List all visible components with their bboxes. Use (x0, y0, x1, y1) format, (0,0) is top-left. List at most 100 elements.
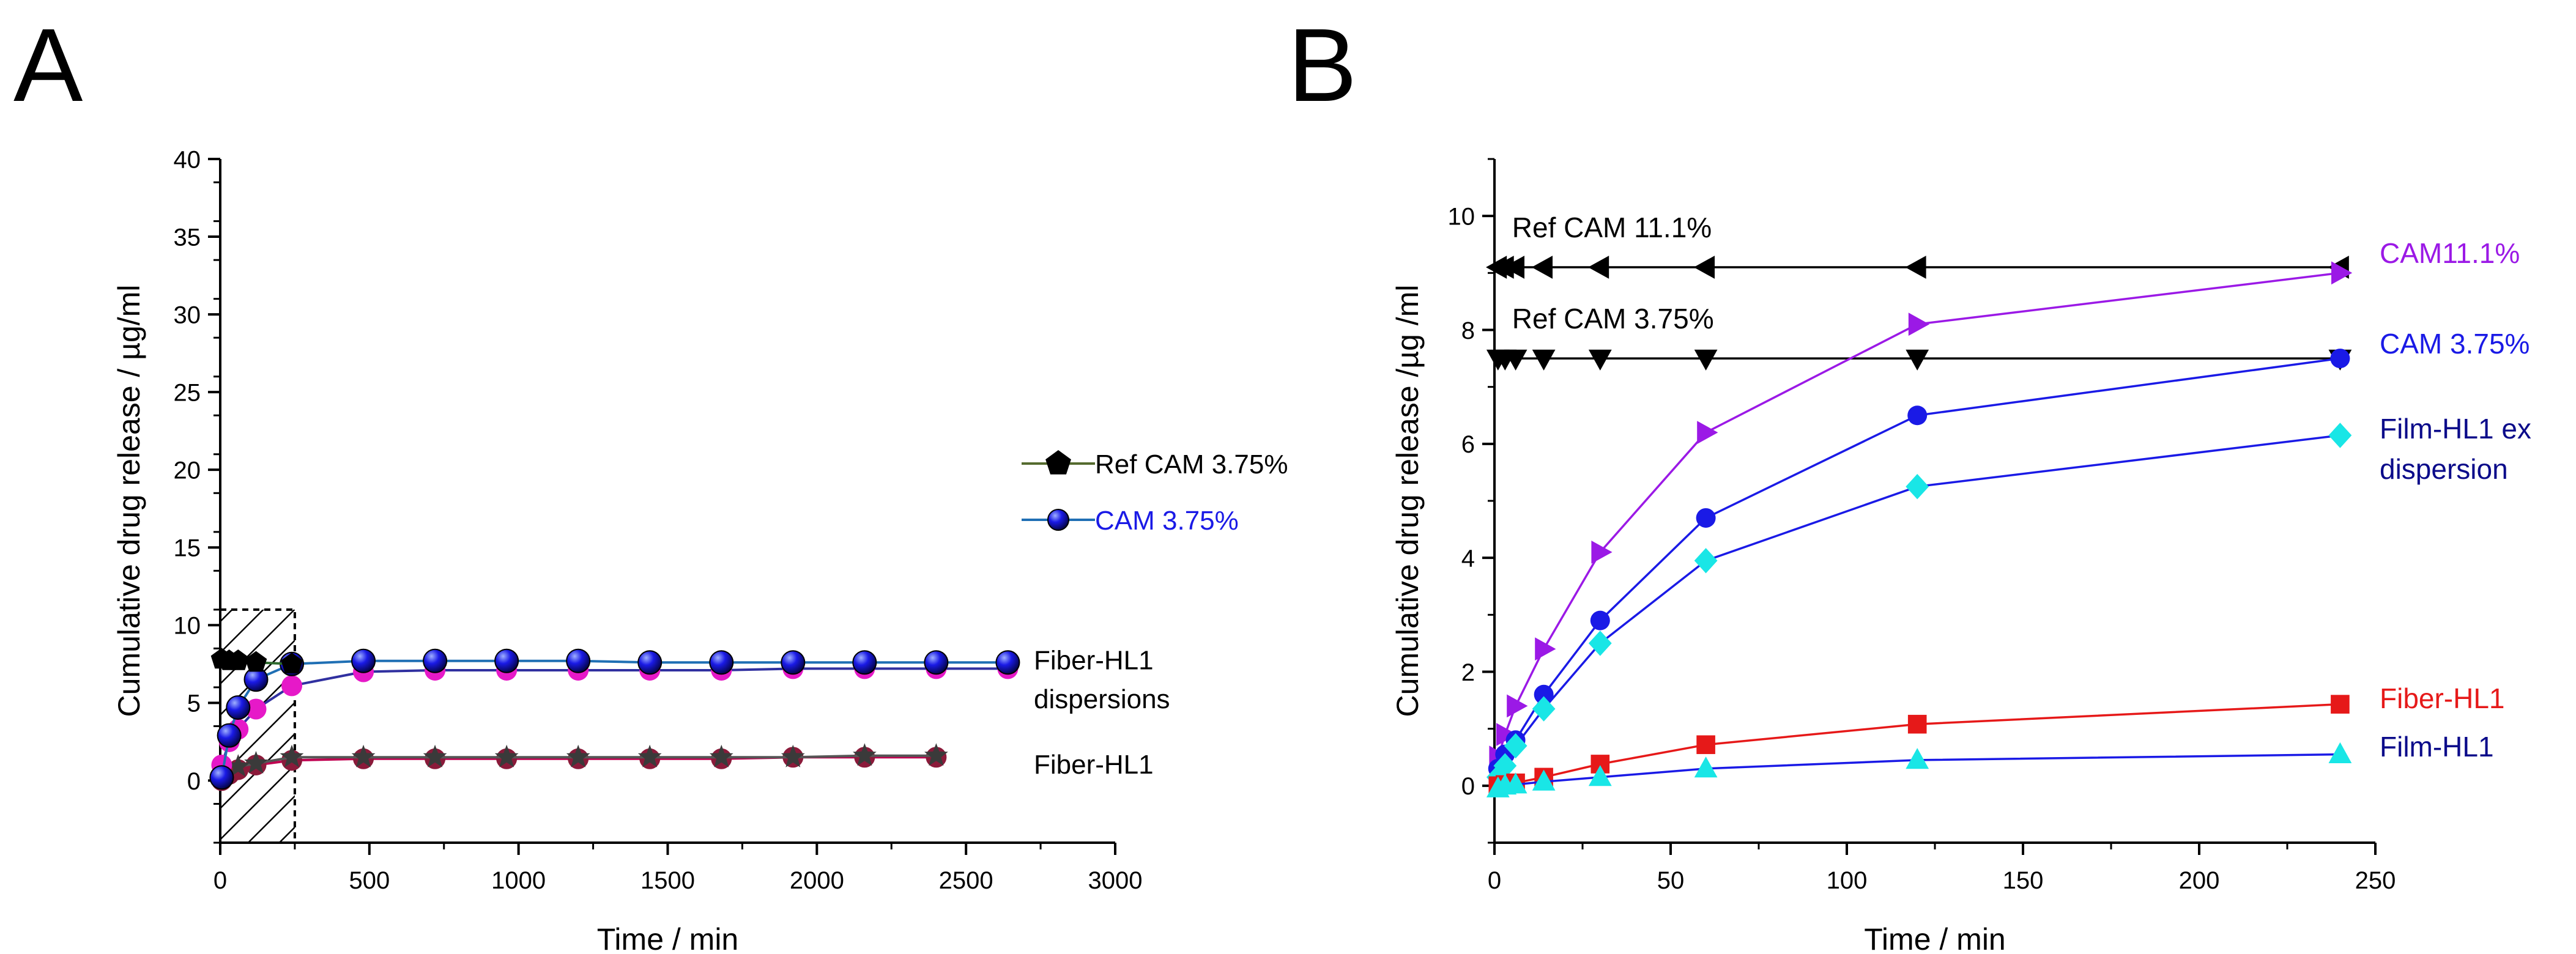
data-point (1496, 723, 1518, 746)
data-point (781, 744, 805, 767)
y-tick-label: 5 (187, 690, 201, 717)
legend: Ref CAM 3.75% CAM 3.75% (1022, 449, 1288, 536)
data-point (2331, 695, 2350, 714)
chart-a: 0 500 1000 1500 2000 2500 3000 0 5 10 15 20 25 30 35 40… (112, 146, 1288, 954)
data-point (227, 649, 249, 670)
annotation-label: dispersions (1034, 684, 1170, 714)
y-tick-label: 25 (174, 380, 201, 407)
data-point (1503, 256, 1524, 279)
data-point (1534, 684, 1554, 704)
data-point (1504, 733, 1527, 759)
data-point (566, 648, 591, 673)
series-line (237, 754, 937, 768)
x-tick-label: 2500 (939, 867, 993, 894)
x-axis-title: Time / min (597, 922, 739, 954)
data-point (245, 651, 267, 672)
data-point (566, 744, 590, 767)
data-point (217, 723, 242, 748)
x-tick-label: 3000 (1088, 867, 1143, 894)
data-point (1693, 256, 1715, 279)
series-line (1497, 272, 2340, 758)
data-point (226, 695, 251, 720)
data-point (924, 650, 949, 675)
data-point (244, 751, 268, 774)
data-point (2331, 261, 2353, 285)
data-point (245, 698, 267, 720)
series-label: Fiber-HL1 (2380, 682, 2505, 714)
annotation-label: Fiber-HL1 (1034, 750, 1154, 780)
data-point (1532, 696, 1556, 722)
data-point (1588, 256, 1609, 279)
data-point (1908, 312, 1929, 336)
legend-item: CAM 3.75% (1022, 506, 1239, 536)
series-line (220, 667, 1008, 766)
data-point (1535, 637, 1556, 661)
y-tick-label: 35 (174, 224, 201, 251)
y-tick-label: 6 (1461, 431, 1475, 458)
y-tick-label: 2 (1461, 659, 1475, 686)
series-label: CAM 3.75% (2380, 328, 2530, 360)
data-point (1907, 714, 1927, 734)
data-point (280, 744, 304, 767)
x-tick-label: 0 (1488, 867, 1501, 894)
data-point (1493, 256, 1514, 279)
series-label: CAM11.1% (2380, 237, 2520, 269)
series-film-hl1 (1486, 742, 2352, 797)
data-point (1906, 748, 1929, 769)
data-point (2328, 742, 2352, 763)
x-tick-label: 0 (213, 867, 227, 894)
panel-letter-a: A (13, 7, 83, 124)
x-tick-label: 100 (1827, 867, 1868, 894)
x-tick-label: 200 (2179, 867, 2220, 894)
data-point (852, 650, 877, 675)
y-tick-label: 40 (174, 146, 201, 173)
annotation-label: Fiber-HL1 (1034, 646, 1154, 676)
data-point (1907, 405, 1928, 426)
data-point (423, 648, 448, 673)
data-point (995, 650, 1020, 675)
data-point (1694, 756, 1718, 778)
x-tick-label: 1500 (640, 867, 695, 894)
data-point (1504, 772, 1527, 794)
y-axis-title: Cumulative drug release / µg/ml (112, 285, 146, 717)
data-point (281, 675, 303, 697)
legend-marker (1047, 509, 1069, 531)
annotation-label: Ref CAM 3.75% (1512, 303, 1714, 335)
series-label: Film-HL1 ex (2380, 413, 2531, 445)
data-point (853, 743, 877, 766)
series-fiber-hl1-2- (226, 743, 948, 777)
chart-b: 0 50 100 150 200 250 0 2 4 6 8 10 Time / min Cumulati… (1390, 158, 2531, 954)
y-tick-label: 10 (1448, 204, 1475, 231)
data-point (1532, 769, 1556, 791)
data-point (637, 650, 663, 675)
y-axis-title: Cumulative drug release /µg /ml (1390, 285, 1425, 717)
series-label: Film-HL1 (2380, 731, 2494, 763)
y-tick-label: 0 (1461, 773, 1475, 800)
data-point (1696, 508, 1716, 528)
data-point (1694, 548, 1718, 574)
data-point (1532, 349, 1556, 371)
series-ref-cam-11-1- (1486, 256, 2349, 279)
data-point (2330, 349, 2350, 369)
y-tick-label: 15 (174, 535, 201, 562)
legend-item: Ref CAM 3.75% (1022, 449, 1288, 479)
data-point (709, 744, 733, 767)
data-point (1906, 349, 1929, 371)
data-point (351, 648, 376, 673)
x-tick-label: 1000 (491, 867, 546, 894)
data-point (351, 744, 376, 767)
x-tick-label: 2000 (790, 867, 844, 894)
data-point (1504, 349, 1527, 371)
data-point (494, 744, 519, 767)
y-tick-label: 20 (174, 457, 201, 484)
data-point (637, 744, 662, 767)
data-point (281, 653, 303, 673)
data-point (1588, 349, 1612, 371)
y-tick-label: 10 (174, 613, 201, 640)
data-point (1694, 349, 1718, 371)
annotation-label: Ref CAM 11.1% (1512, 212, 1712, 243)
y-tick-label: 30 (174, 301, 201, 328)
data-point (1588, 765, 1612, 786)
panel-letter-b: B (1288, 7, 1357, 124)
